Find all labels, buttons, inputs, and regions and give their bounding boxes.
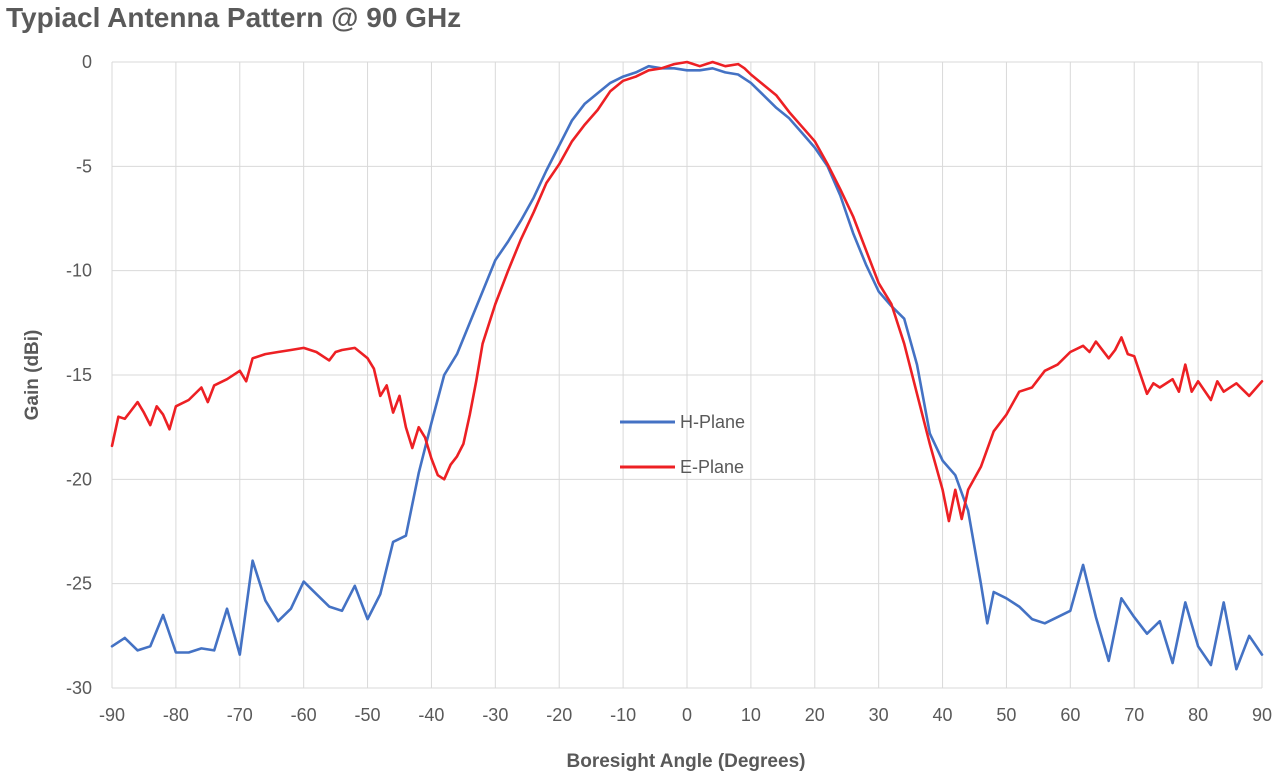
- y-tick-label: -25: [66, 574, 92, 594]
- y-tick-label: -5: [76, 156, 92, 176]
- legend-entry-h-plane: H-Plane: [620, 412, 745, 432]
- x-tick-label: 40: [933, 705, 953, 725]
- y-axis-ticks: 0 -5 -10 -15 -20 -25 -30: [66, 52, 92, 698]
- y-tick-label: 0: [82, 52, 92, 72]
- series-line-e-plane: [110, 60, 1264, 523]
- x-tick-label: -50: [355, 705, 381, 725]
- x-tick-label: -20: [546, 705, 572, 725]
- x-tick-label: -90: [99, 705, 125, 725]
- legend: H-Plane E-Plane: [620, 412, 745, 477]
- legend-label: E-Plane: [680, 457, 744, 477]
- x-axis-ticks: -90 -80 -70 -60 -50 -40 -30 -20 -10 0 10 20 30 40 50 60…: [99, 705, 1272, 725]
- y-tick-label: -15: [66, 365, 92, 385]
- x-tick-label: 90: [1252, 705, 1272, 725]
- x-tick-label: -70: [227, 705, 253, 725]
- legend-label: H-Plane: [680, 412, 745, 432]
- x-tick-label: 70: [1124, 705, 1144, 725]
- x-tick-label: 50: [996, 705, 1016, 725]
- series-line-h-plane: [110, 64, 1264, 671]
- x-tick-label: 60: [1060, 705, 1080, 725]
- x-tick-label: -80: [163, 705, 189, 725]
- y-axis-title: Gain (dBi): [22, 330, 43, 421]
- y-tick-label: -10: [66, 261, 92, 281]
- grid: [111, 61, 1263, 689]
- x-tick-label: -40: [418, 705, 444, 725]
- x-tick-label: 30: [869, 705, 889, 725]
- x-tick-label: 10: [741, 705, 761, 725]
- x-tick-label: -60: [291, 705, 317, 725]
- y-tick-label: -20: [66, 469, 92, 489]
- x-tick-label: 80: [1188, 705, 1208, 725]
- chart-title: Typiacl Antenna Pattern @ 90 GHz: [6, 2, 462, 33]
- x-tick-label: 20: [805, 705, 825, 725]
- x-axis-title: Boresight Angle (Degrees): [567, 751, 806, 772]
- x-tick-label: -10: [610, 705, 636, 725]
- x-tick-label: 0: [682, 705, 692, 725]
- y-tick-label: -30: [66, 678, 92, 698]
- x-tick-label: -30: [482, 705, 508, 725]
- series-lines: [110, 60, 1264, 671]
- legend-entry-e-plane: E-Plane: [620, 457, 744, 477]
